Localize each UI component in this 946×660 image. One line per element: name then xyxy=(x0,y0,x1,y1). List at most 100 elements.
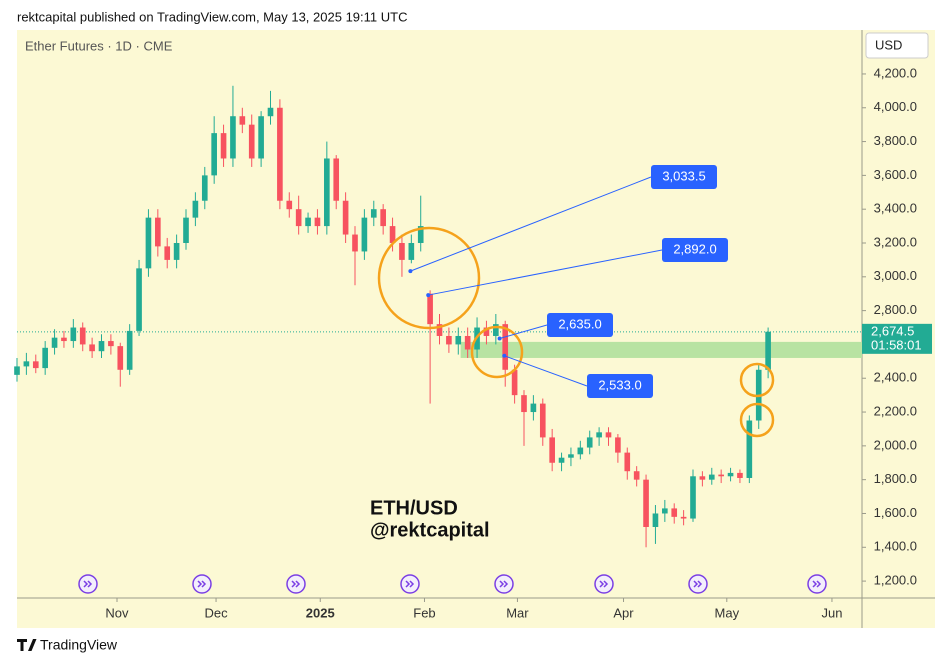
candle-body xyxy=(586,437,593,448)
annotation-box xyxy=(587,374,653,398)
candle-body xyxy=(765,331,771,370)
y-tick-label: 4,200.0 xyxy=(874,65,917,80)
event-arrow xyxy=(812,580,822,588)
candle-body xyxy=(699,476,706,480)
annotation-point xyxy=(497,336,502,341)
last-price-tag xyxy=(862,323,932,354)
candle-body xyxy=(286,200,293,210)
candle-body xyxy=(220,133,227,159)
candle-body xyxy=(352,234,358,252)
currency: USD xyxy=(875,37,902,52)
candle-body xyxy=(624,452,631,472)
annotation-point xyxy=(502,353,507,358)
candle-body xyxy=(521,395,527,413)
candle-body xyxy=(201,175,208,201)
annotation-box xyxy=(651,165,717,189)
y-tick-label: 2,400.0 xyxy=(874,370,917,385)
candle-body xyxy=(173,243,180,260)
y-tick-label: 3,400.0 xyxy=(874,201,917,216)
candle-body xyxy=(305,217,311,227)
watermark: @rektcapital xyxy=(370,519,490,541)
annotation-point xyxy=(426,293,431,298)
candle-body xyxy=(239,116,246,125)
candle-body xyxy=(643,479,649,527)
candle-body xyxy=(568,454,574,458)
y-tick-label: 3,600.0 xyxy=(874,167,917,182)
candle-body xyxy=(192,200,199,218)
watermark: ETH/USD xyxy=(370,497,458,519)
logo: TradingView xyxy=(17,637,118,653)
candle-body xyxy=(596,432,602,438)
annotation-line xyxy=(410,176,652,272)
candle-body xyxy=(436,324,443,336)
candle-body xyxy=(248,124,255,159)
header: rektcapital published on TradingView.com… xyxy=(17,9,407,24)
y-tick-label: 2,200.0 xyxy=(874,403,917,418)
candle-body xyxy=(718,474,724,477)
candle-body xyxy=(230,116,236,159)
y-tick-label: 1,200.0 xyxy=(874,573,917,588)
candle-body xyxy=(108,341,114,347)
chart-title: Ether Futures · 1D · CME xyxy=(25,38,173,53)
candle-body xyxy=(89,344,95,352)
candle-body xyxy=(61,337,67,342)
y-tick-label: 3,200.0 xyxy=(874,234,917,249)
candle-body xyxy=(211,133,217,176)
candle-body xyxy=(464,335,471,350)
candle-body xyxy=(577,447,584,455)
candle-body xyxy=(652,513,659,527)
y-tick-label: 1,400.0 xyxy=(874,539,917,554)
highlight-circle xyxy=(739,362,775,398)
candle-body xyxy=(408,243,415,260)
y-tick-label: 1,800.0 xyxy=(874,471,917,486)
candle-body xyxy=(361,217,368,252)
candle-body xyxy=(14,366,20,375)
x-tick-label: Apr xyxy=(613,605,634,620)
x-tick-label: 2025 xyxy=(306,605,335,620)
candle-body xyxy=(399,243,405,260)
event-arrow xyxy=(197,580,207,588)
candle-body xyxy=(708,474,715,480)
candle-body xyxy=(32,361,39,369)
event-arrow xyxy=(405,580,415,588)
candle-body xyxy=(633,471,640,480)
candle-body xyxy=(333,158,340,201)
candle-body xyxy=(502,324,509,370)
annotation-box xyxy=(547,313,613,337)
y-tick-label: 3,000.0 xyxy=(874,268,917,283)
annotation-label: 2,892.0 xyxy=(673,241,716,256)
candle-body xyxy=(615,437,621,453)
annotation-label: 3,033.5 xyxy=(662,168,705,183)
candle-body xyxy=(530,403,537,413)
candle-body xyxy=(690,476,696,519)
x-tick-label: Nov xyxy=(105,605,129,620)
candle-body xyxy=(155,217,161,247)
candle-body xyxy=(42,347,48,369)
countdown: 01:58:01 xyxy=(871,337,922,352)
candle-body xyxy=(70,327,77,342)
annotation-label: 2,533.0 xyxy=(598,377,641,392)
support-zone xyxy=(460,341,862,358)
candle-body xyxy=(98,341,105,352)
candle-body xyxy=(539,403,546,438)
candle-body xyxy=(314,217,321,227)
candle-body xyxy=(511,369,518,396)
annotation-line xyxy=(428,249,663,296)
event-arrow xyxy=(693,580,703,588)
candle-body xyxy=(258,116,264,159)
candle-body xyxy=(680,516,687,519)
candle-body xyxy=(267,107,274,117)
x-tick-label: Mar xyxy=(506,605,529,620)
currency-box xyxy=(865,32,929,59)
annotation-line xyxy=(499,324,548,339)
event-arrow xyxy=(83,580,93,588)
candle-body xyxy=(727,472,734,477)
candle-body xyxy=(549,437,555,463)
y-tick-label: 2,000.0 xyxy=(874,437,917,452)
highlight-circle xyxy=(470,325,524,379)
candle-body xyxy=(446,335,452,345)
candle-body xyxy=(417,226,424,243)
event-arrow xyxy=(291,580,301,588)
candle-body xyxy=(117,346,124,370)
